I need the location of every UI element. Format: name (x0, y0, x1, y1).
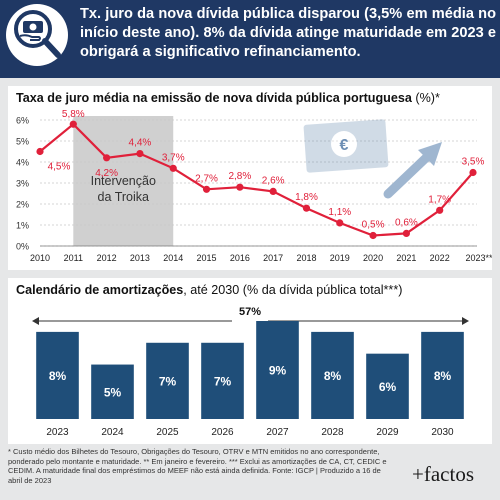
chart2-title: Calendário de amortizações, até 2030 (% … (16, 283, 403, 297)
x-tick-label: 2019 (330, 253, 350, 263)
data-label: 0,5% (362, 220, 385, 231)
data-label: 4,5% (48, 162, 71, 173)
total-label: 57% (239, 306, 261, 318)
trend-arrow-shaft (383, 151, 433, 199)
amortization-bar (421, 331, 464, 419)
x-tick-label: 2027 (266, 427, 289, 438)
data-point (136, 150, 144, 158)
data-label: 4,2% (95, 168, 118, 179)
brand-logo: +factos (412, 462, 474, 486)
amortization-panel: Calendário de amortizações, até 2030 (% … (8, 278, 492, 444)
data-label: 1,8% (295, 192, 318, 203)
x-tick-label: 2018 (296, 253, 316, 263)
data-label: 5,8% (62, 109, 85, 120)
bracket-arrow-left (32, 317, 39, 325)
bar-value-label: 9% (269, 364, 287, 378)
troika-label-line2: da Troika (98, 190, 149, 204)
data-point (369, 231, 377, 240)
data-label: 1,7% (428, 194, 451, 205)
bar-value-label: 5% (104, 385, 122, 399)
x-tick-label: 2017 (263, 253, 283, 263)
interest-rate-chart: 0% 1% 2% 3% 4% 5% 6% Intervenção da Troika €4,5% 2… (16, 109, 493, 263)
bar-value-label: 7% (159, 374, 177, 388)
amortization-chart: 57% 8% 2023 5% 2024 7% 2025 7% 2026 9% 2027 8% 2028 6… (32, 306, 469, 438)
amortization-bar (146, 342, 189, 419)
logo-badge (6, 4, 68, 66)
bar-value-label: 8% (324, 369, 342, 383)
data-label: 4,4% (129, 138, 152, 149)
data-label: 1,1% (328, 207, 351, 218)
data-point (103, 154, 111, 162)
y-tick-label: 0% (16, 242, 29, 252)
x-tick-label: 2011 (64, 253, 83, 263)
y-tick-label: 4% (16, 158, 29, 168)
x-tick-label: 2010 (30, 253, 50, 263)
bar-value-label: 7% (214, 374, 232, 388)
data-point (202, 185, 211, 193)
trend-arrow-head (418, 142, 442, 166)
x-tick-label: 2016 (230, 253, 250, 263)
amortization-bar (91, 364, 134, 419)
troika-shaded-band (73, 116, 174, 246)
data-label: 3,7% (162, 152, 185, 163)
header-banner: Tx. juro da nova dívida pública disparou… (0, 0, 500, 78)
data-label: 0,6% (395, 217, 418, 228)
bar-value-label: 8% (49, 369, 67, 383)
data-point (36, 147, 44, 156)
x-tick-label: 2026 (211, 427, 234, 438)
y-tick-label: 3% (16, 179, 29, 189)
x-tick-label: 2013 (130, 253, 150, 263)
y-tick-label: 2% (16, 200, 29, 210)
y-tick-label: 6% (16, 116, 29, 126)
data-label: 3,5% (462, 157, 485, 168)
data-point (169, 164, 177, 172)
data-point (302, 204, 311, 212)
bracket-arrow-right (462, 317, 469, 325)
y-tick-label: 1% (16, 221, 29, 231)
y-tick-label: 5% (16, 137, 29, 147)
amortization-bar (201, 342, 244, 419)
data-point (469, 168, 477, 177)
x-tick-label: 2023** (465, 253, 492, 263)
x-tick-label: 2015 (197, 253, 217, 263)
amortization-bar (36, 331, 79, 419)
troika-label-line1: Intervenção (91, 174, 156, 188)
euro-note-illustration (303, 119, 389, 173)
data-point (236, 183, 244, 191)
x-tick-label: 2023 (46, 427, 69, 438)
bar-value-label: 8% (434, 369, 452, 383)
x-tick-label: 2025 (156, 427, 179, 438)
magnifier-money-hand-icon (14, 10, 61, 58)
chart1-title: Taxa de juro média na emissão de nova dí… (16, 91, 440, 105)
interest-rate-panel: Taxa de juro média na emissão de nova dí… (8, 86, 493, 270)
x-tick-label: 2022 (430, 253, 450, 263)
amortization-bar (311, 331, 354, 419)
x-tick-label: 2030 (431, 427, 454, 438)
headline: Tx. juro da nova dívida pública disparou… (80, 6, 496, 60)
data-point (336, 219, 344, 227)
amortization-bar (256, 321, 299, 419)
data-label: 2,7% (195, 173, 218, 184)
data-point (436, 206, 444, 214)
footnote: * Custo médio dos Bilhetes do Tesouro, O… (8, 447, 387, 485)
x-tick-label: 2012 (97, 253, 117, 263)
x-tick-label: 2021 (396, 253, 416, 263)
x-tick-label: 2028 (321, 427, 344, 438)
amortization-bar (366, 353, 409, 419)
data-label: 2,8% (228, 171, 251, 182)
x-tick-label: 2029 (376, 427, 399, 438)
x-tick-label: 2024 (101, 427, 124, 438)
data-point (269, 187, 277, 195)
data-point (402, 229, 410, 237)
x-tick-label: 2014 (163, 253, 183, 263)
bar-value-label: 6% (379, 380, 397, 394)
rate-series-line (39, 122, 474, 237)
x-tick-label: 2020 (363, 253, 383, 263)
data-label: 2,6% (262, 175, 285, 186)
data-point (69, 120, 77, 128)
euro-icon: € (340, 137, 349, 154)
